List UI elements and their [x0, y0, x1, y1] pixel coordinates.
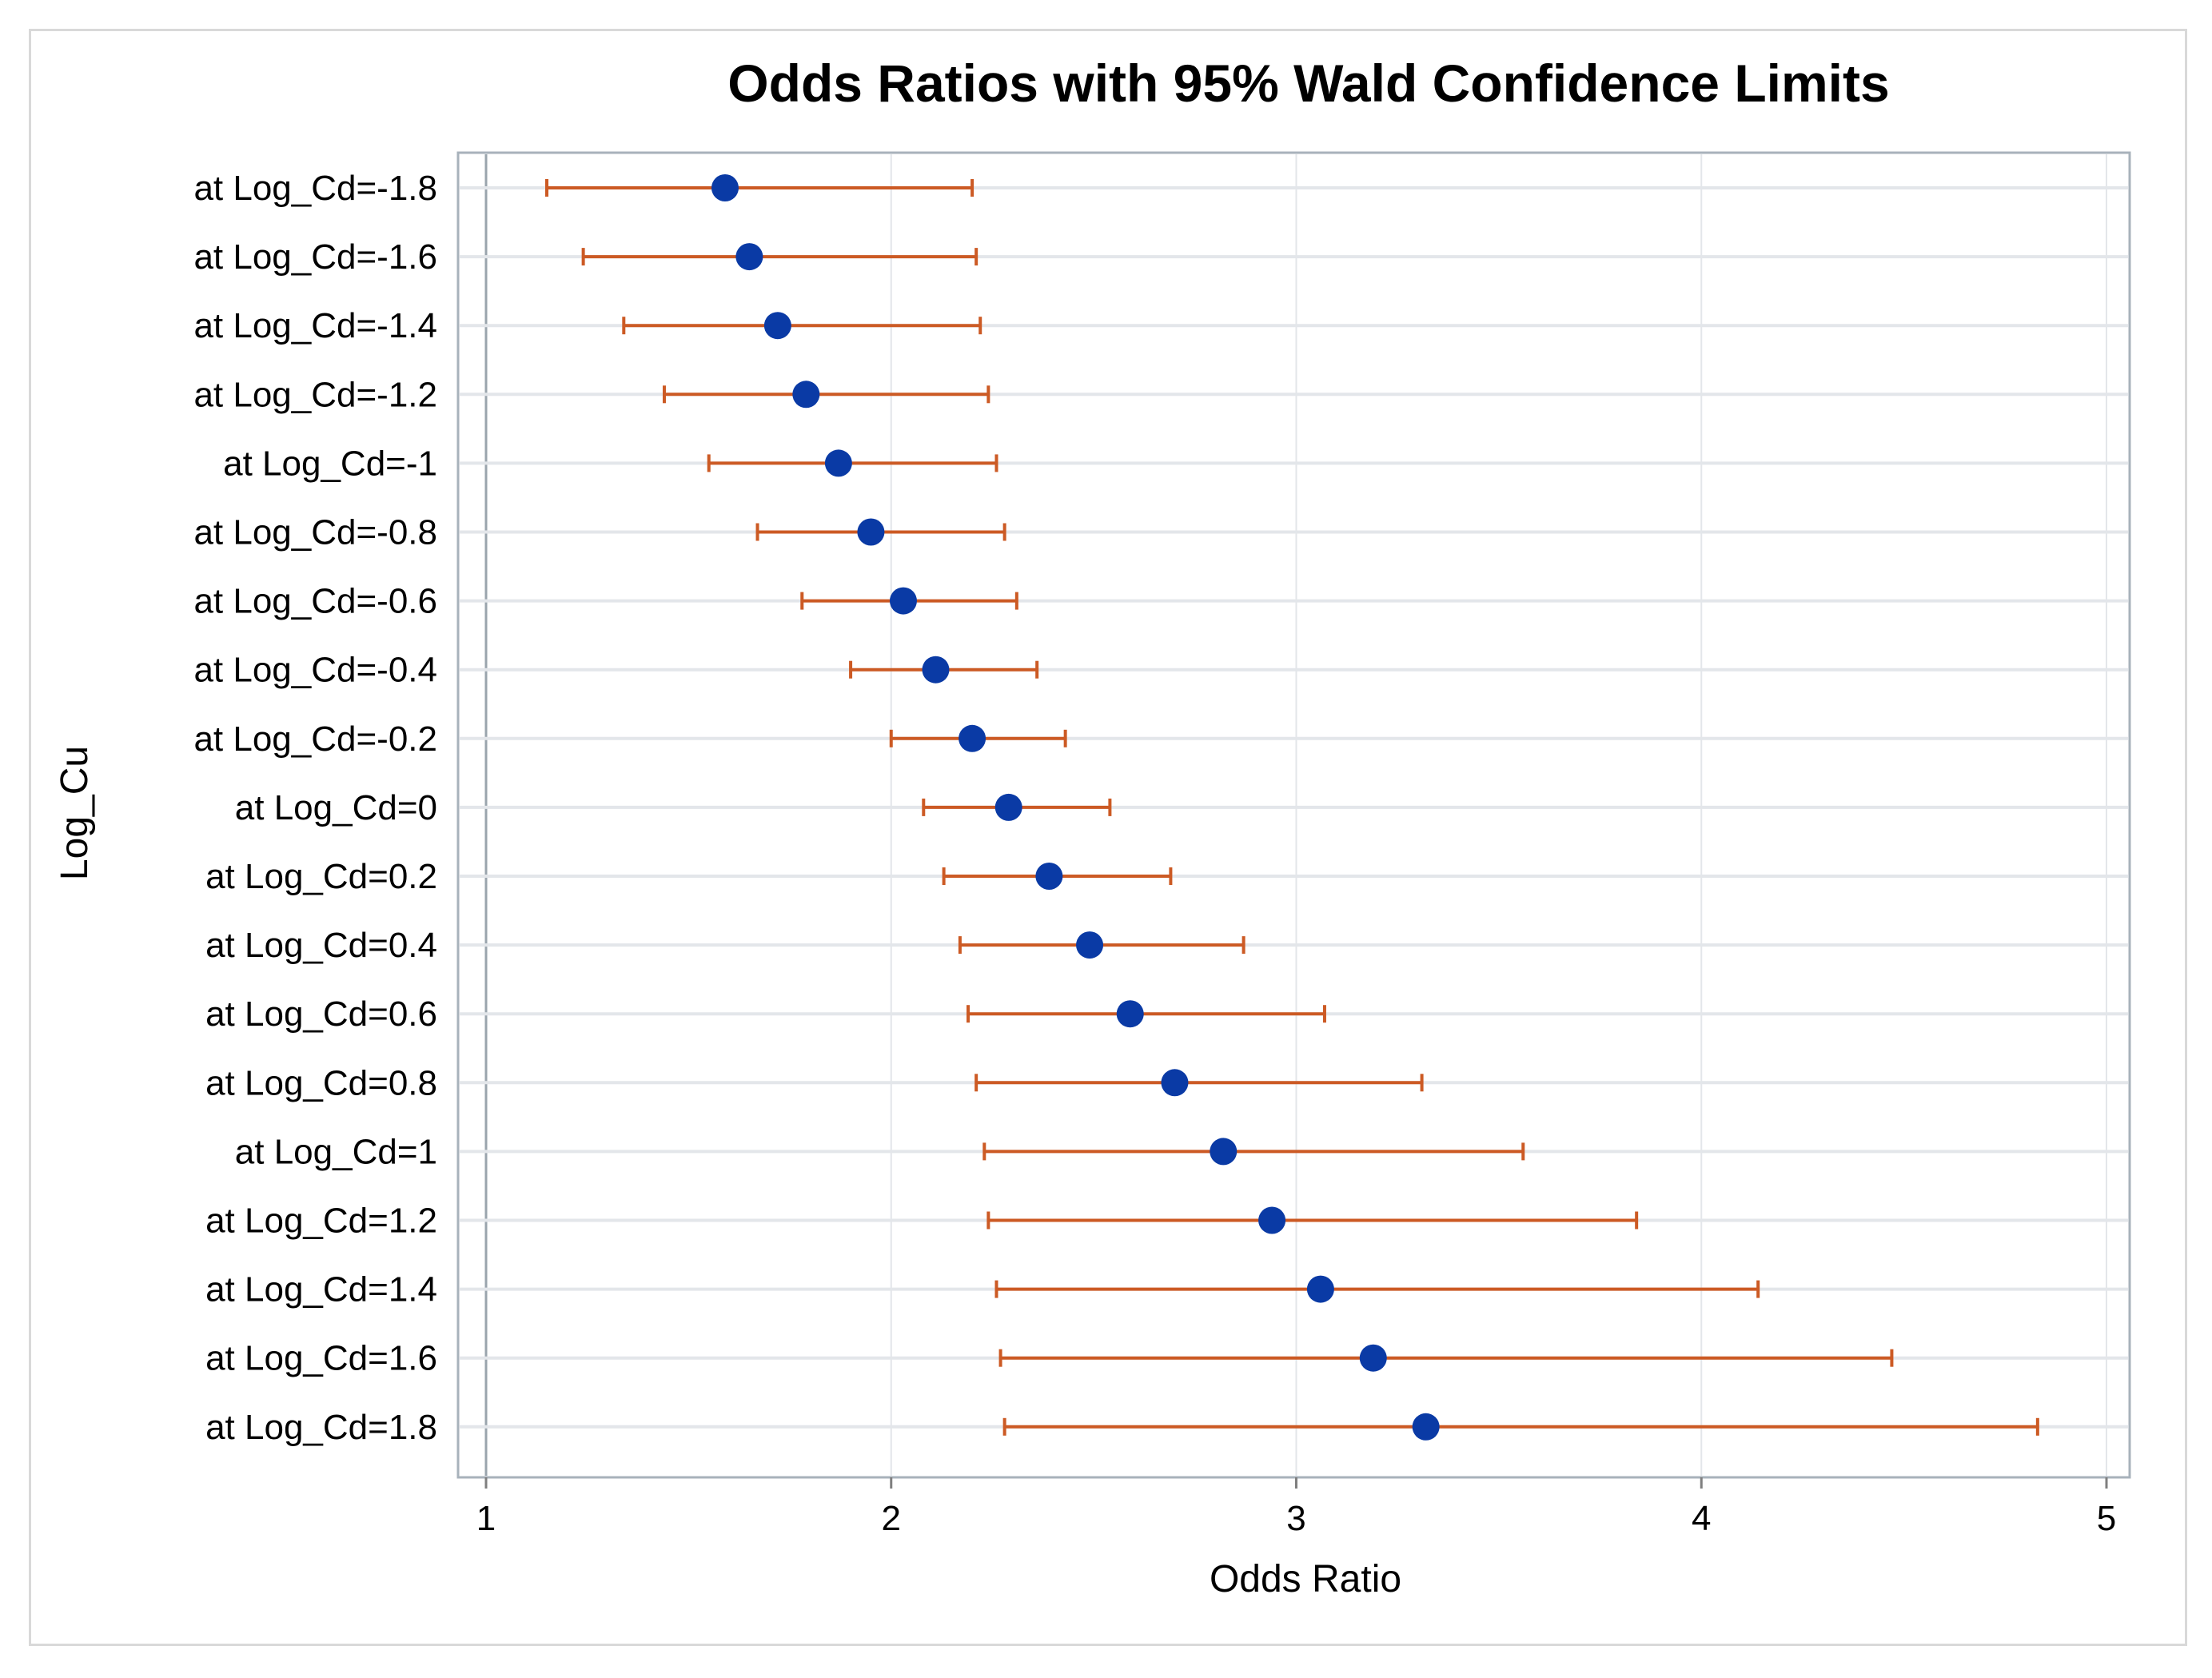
y-tick-label: at Log_Cd=0.4 — [205, 926, 437, 965]
x-tick-label: 1 — [476, 1499, 496, 1538]
odds-ratio-point — [922, 656, 950, 684]
y-tick-label: at Log_Cd=1 — [235, 1132, 437, 1171]
y-tick-label: at Log_Cd=1.8 — [205, 1408, 437, 1447]
y-tick-label: at Log_Cd=-1.8 — [193, 169, 437, 208]
y-tick-label: at Log_Cd=0.8 — [205, 1063, 437, 1102]
y-tick-label: at Log_Cd=-0.2 — [193, 719, 437, 759]
odds-ratio-point — [889, 587, 917, 615]
y-tick-label: at Log_Cd=0.6 — [205, 994, 437, 1034]
odds-ratio-point — [857, 518, 885, 546]
y-tick-label: at Log_Cd=-1 — [223, 444, 437, 483]
odds-ratio-point — [824, 449, 852, 477]
odds-ratio-point — [1412, 1413, 1440, 1441]
x-tick-label: 5 — [2097, 1499, 2116, 1538]
odds-ratio-point — [1035, 863, 1063, 890]
y-tick-label: at Log_Cd=0.2 — [205, 857, 437, 896]
odds-ratio-point — [1116, 1000, 1144, 1028]
y-tick-label: at Log_Cd=-1.2 — [193, 375, 437, 414]
odds-ratio-point — [1161, 1069, 1189, 1097]
y-tick-label: at Log_Cd=-1.6 — [193, 237, 437, 277]
x-tick-label: 3 — [1286, 1499, 1305, 1538]
y-tick-label: at Log_Cd=-0.8 — [193, 513, 437, 552]
forest-plot: Odds Ratios with 95% Wald Confidence Lim… — [54, 54, 2131, 1600]
chart-title: Odds Ratios with 95% Wald Confidence Lim… — [727, 54, 1889, 113]
x-axis-title: Odds Ratio — [1210, 1558, 1401, 1600]
y-tick-label: at Log_Cd=-0.4 — [193, 651, 437, 690]
y-tick-label: at Log_Cd=1.4 — [205, 1270, 437, 1309]
y-tick-label: at Log_Cd=1.6 — [205, 1339, 437, 1378]
chart-frame: Odds Ratios with 95% Wald Confidence Lim… — [29, 29, 2187, 1646]
odds-ratio-point — [711, 174, 739, 201]
odds-ratio-point — [792, 381, 820, 409]
x-axis: 1 2 3 4 5 — [476, 1477, 2116, 1538]
odds-ratio-point — [1210, 1138, 1238, 1166]
odds-ratio-point — [994, 793, 1022, 821]
odds-ratio-point — [1076, 931, 1104, 959]
y-axis-title: Log_Cu — [54, 746, 96, 880]
odds-ratio-point — [735, 243, 763, 271]
y-axis-tick-labels: at Log_Cd=-1.8at Log_Cd=-1.6at Log_Cd=-1… — [193, 169, 437, 1447]
y-tick-label: at Log_Cd=0 — [235, 788, 437, 827]
grid-lines — [460, 154, 2128, 1476]
odds-ratio-point — [763, 312, 791, 340]
odds-ratio-point — [1306, 1275, 1334, 1303]
y-tick-label: at Log_Cd=1.2 — [205, 1202, 437, 1241]
y-tick-label: at Log_Cd=-0.6 — [193, 582, 437, 621]
odds-ratio-points — [711, 174, 1440, 1441]
odds-ratio-point — [959, 724, 986, 752]
plot-area — [456, 151, 2131, 1479]
odds-ratio-point — [1359, 1344, 1387, 1372]
odds-ratio-point — [1258, 1206, 1286, 1234]
y-tick-label: at Log_Cd=-1.4 — [193, 306, 437, 345]
x-tick-label: 4 — [1692, 1499, 1711, 1538]
x-tick-label: 2 — [882, 1499, 901, 1538]
